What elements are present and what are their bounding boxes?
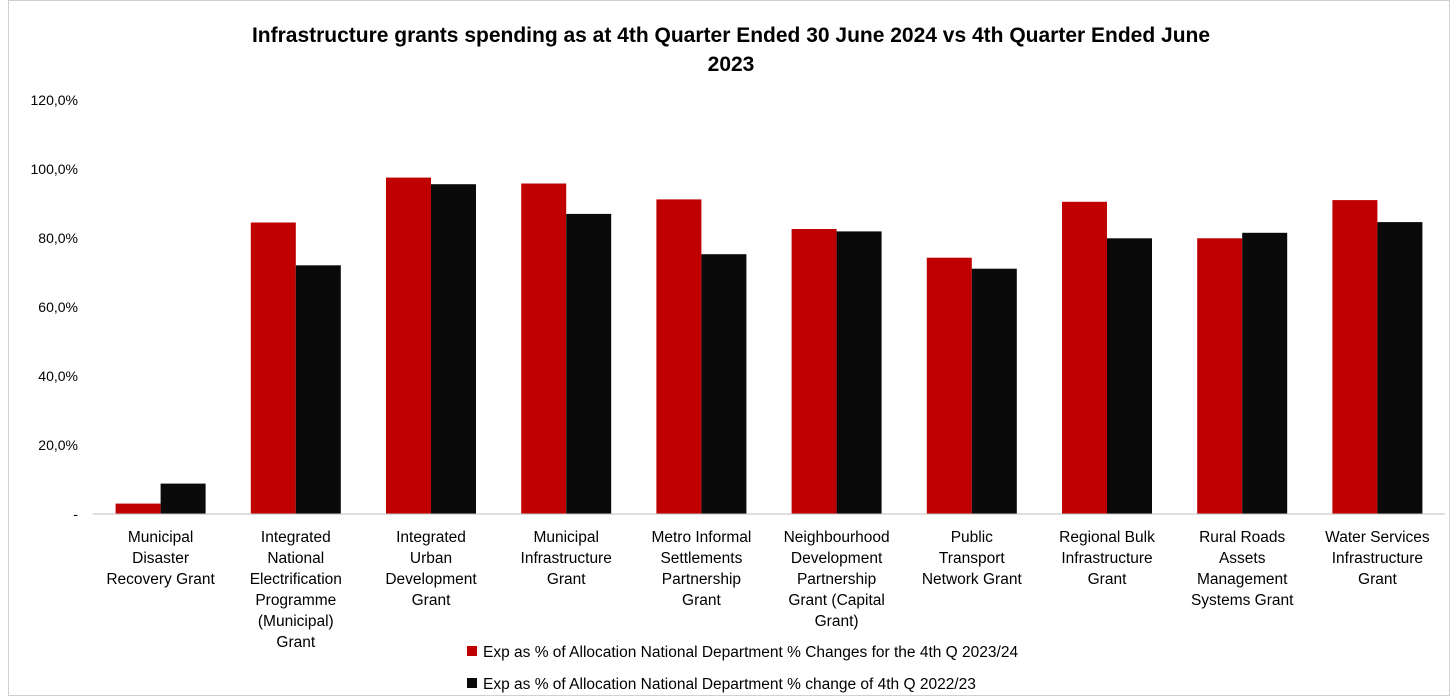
y-tick-label: - [73,506,78,522]
bar-2023-24 [656,199,702,514]
chart-title-line-1: Infrastructure grants spending as at 4th… [252,24,1210,47]
bar-2022-23 [1107,238,1152,515]
y-tick-label: 100,0% [31,161,78,177]
bar-2023-24 [115,503,161,514]
bar-2022-23 [701,254,747,514]
category-label: Water Services Infrastructure Grant [1325,529,1430,588]
category-labels: Municipal Disaster Recovery Grant Integrate… [106,529,1430,651]
y-axis-labels: - 20,0% 40,0% 60,0% 80,0% 100,0% 120,0% [31,92,79,522]
bar-2023-24 [791,229,837,514]
bar-2023-24 [386,177,431,514]
bar-2023-24 [926,257,972,514]
legend-swatch-2023-24 [467,646,477,656]
y-tick-label: 80,0% [38,230,78,246]
category-label: Regional Bulk Infrastructure Grant [1059,529,1155,588]
bar-2022-23 [295,265,341,514]
bar-2022-23 [566,213,612,514]
bar-2023-24 [1062,201,1107,515]
bar-2023-24 [250,222,296,514]
bar-chart: Infrastructure grants spending as at 4th… [31,24,1445,693]
bar-2022-23 [431,184,476,514]
category-label: Metro Informal Settlements Partnership Gran… [651,529,751,609]
category-label: Municipal Disaster Recovery Grant [106,529,215,588]
bar-2023-24 [521,183,567,514]
legend: Exp as % of Allocation National Departme… [467,644,1018,693]
legend-label-2023-24: Exp as % of Allocation National Departme… [483,644,1018,661]
bar-2022-23 [160,483,206,514]
legend-swatch-2022-23 [467,678,477,688]
category-label: Integrated National Electrification Program… [250,529,342,651]
bar-2023-24 [1332,200,1378,514]
y-tick-label: 120,0% [31,92,78,108]
category-label: Municipal Infrastructure Grant [521,529,612,588]
bar-2022-23 [1242,232,1288,515]
legend-label-2022-23: Exp as % of Allocation National Departme… [483,676,976,693]
category-label: Integrated Urban Development Grant [385,529,477,609]
y-tick-label: 20,0% [38,437,78,453]
y-tick-label: 40,0% [38,368,78,384]
chart-frame: Infrastructure grants spending as at 4th… [8,0,1450,696]
bars [115,177,1423,515]
category-label: Public Transport Network Grant [922,529,1023,588]
bar-2022-23 [971,268,1017,514]
y-tick-label: 60,0% [38,299,78,315]
category-label: Rural Roads Assets Management Systems Grant [1191,529,1294,609]
bar-2022-23 [836,231,882,514]
bar-2023-24 [1197,238,1243,515]
category-label: Neighbourhood Development Partnership Grant… [784,529,890,630]
bar-2022-23 [1377,222,1423,514]
chart-title-line-2: 2023 [708,53,755,76]
